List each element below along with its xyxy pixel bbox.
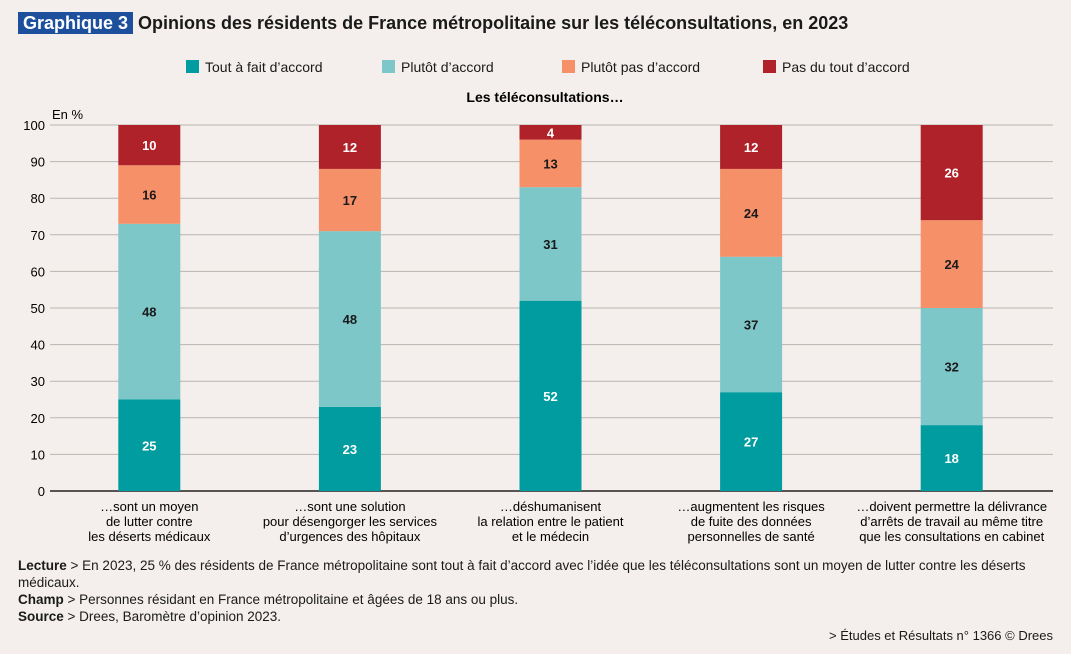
y-tick-label: 80: [31, 191, 45, 206]
data-label: 18: [944, 451, 958, 466]
data-label: 37: [744, 317, 758, 332]
stacked-bar-chart: Tout à fait d’accord Plutôt d’accord Plutô…: [23, 59, 1053, 544]
bar-segment: [318, 125, 381, 169]
y-tick-label: 70: [31, 228, 45, 243]
y-tick-label: 0: [38, 484, 45, 499]
bar-segment: [920, 308, 983, 426]
y-tick-label: 100: [23, 118, 45, 133]
note-lecture: Lecture > En 2023, 25 % des résidents de…: [18, 558, 1026, 590]
bar-segment: [519, 139, 582, 188]
bar-segment: [118, 165, 181, 224]
legend-swatch: [763, 60, 776, 73]
data-label: 48: [142, 305, 156, 320]
data-label: 17: [343, 193, 357, 208]
credit: > Études et Résultats n° 1366 © Drees: [829, 628, 1053, 643]
x-tick-label: personnelles de santé: [687, 529, 814, 544]
x-tick-label: pour désengorger les services: [263, 514, 438, 529]
bar-segment: [519, 187, 582, 301]
y-tick-label: 90: [31, 155, 45, 170]
bar-segment: [920, 220, 983, 308]
legend-label: Plutôt d’accord: [401, 59, 494, 75]
x-tick-label: de lutter contre: [106, 514, 193, 529]
notes: Lecture > En 2023, 25 % des résidents de…: [18, 557, 1058, 625]
x-tick-label: et le médecin: [512, 529, 589, 544]
x-tick-label: …augmentent les risques: [677, 499, 825, 514]
y-tick-label: 30: [31, 374, 45, 389]
data-label: 24: [744, 206, 759, 221]
bar-segment: [318, 168, 381, 232]
bar-segment: [720, 168, 783, 257]
bar-segment: [118, 223, 181, 400]
note-champ: Champ > Personnes résidant en France mét…: [18, 592, 519, 607]
x-tick-label: de fuite des données: [691, 514, 812, 529]
data-label: 16: [142, 188, 156, 203]
x-tick-label: …doivent permettre la délivrance: [856, 499, 1047, 514]
figure-title: Graphique 3 Opinions des résidents de Fra…: [18, 12, 849, 34]
data-label: 48: [343, 312, 357, 327]
y-tick-label: 40: [31, 338, 45, 353]
y-tick-label: 20: [31, 411, 45, 426]
data-label: 12: [744, 140, 758, 155]
data-label: 27: [744, 435, 758, 450]
bar-segment: [720, 256, 783, 393]
data-label: 52: [543, 389, 557, 404]
bar-segment: [920, 125, 983, 221]
figure-badge: Graphique 3: [18, 12, 134, 34]
legend-label: Plutôt pas d’accord: [581, 59, 700, 75]
x-tick-label: que les consultations en cabinet: [859, 529, 1044, 544]
bar-segment: [318, 406, 381, 491]
legend-label: Pas du tout d’accord: [782, 59, 910, 75]
bar-segment: [920, 425, 983, 491]
legend-swatch: [382, 60, 395, 73]
data-label: 23: [343, 442, 357, 457]
data-label: 25: [142, 438, 156, 453]
data-label: 13: [543, 156, 557, 171]
bar-segment: [118, 125, 181, 166]
data-label: 26: [944, 166, 958, 181]
legend-swatch: [186, 60, 199, 73]
data-label: 32: [944, 360, 958, 375]
bar-segment: [720, 392, 783, 491]
x-tick-label: …sont un moyen: [100, 499, 198, 514]
x-tick-label: la relation entre le patient: [478, 514, 624, 529]
legend-label: Tout à fait d’accord: [205, 59, 323, 75]
bar-segment: [519, 300, 582, 491]
x-tick-label: d’arrêts de travail au même titre: [860, 514, 1043, 529]
data-label: 12: [343, 140, 357, 155]
y-tick-label: 50: [31, 301, 45, 316]
bar-segment: [720, 125, 783, 169]
x-tick-label: les déserts médicaux: [88, 529, 211, 544]
x-tick-label: …déshumanisent: [500, 499, 602, 514]
data-label: 10: [142, 138, 156, 153]
x-tick-label: …sont une solution: [294, 499, 405, 514]
x-tick-label: d’urgences des hôpitaux: [279, 529, 420, 544]
chart-subtitle: Les téléconsultations…: [466, 89, 623, 105]
data-label: 4: [547, 125, 555, 140]
bar-segment: [118, 399, 181, 491]
data-label: 31: [543, 237, 557, 252]
legend-swatch: [562, 60, 575, 73]
bar-segment: [519, 125, 582, 140]
bar-segment: [318, 231, 381, 407]
title-text: Opinions des résidents de France métropo…: [138, 13, 849, 33]
y-tick-label: 10: [31, 447, 45, 462]
y-axis-label: En %: [52, 107, 84, 122]
y-tick-label: 60: [31, 264, 45, 279]
data-label: 24: [944, 257, 959, 272]
note-source: Source > Drees, Baromètre d’opinion 2023…: [18, 609, 282, 624]
